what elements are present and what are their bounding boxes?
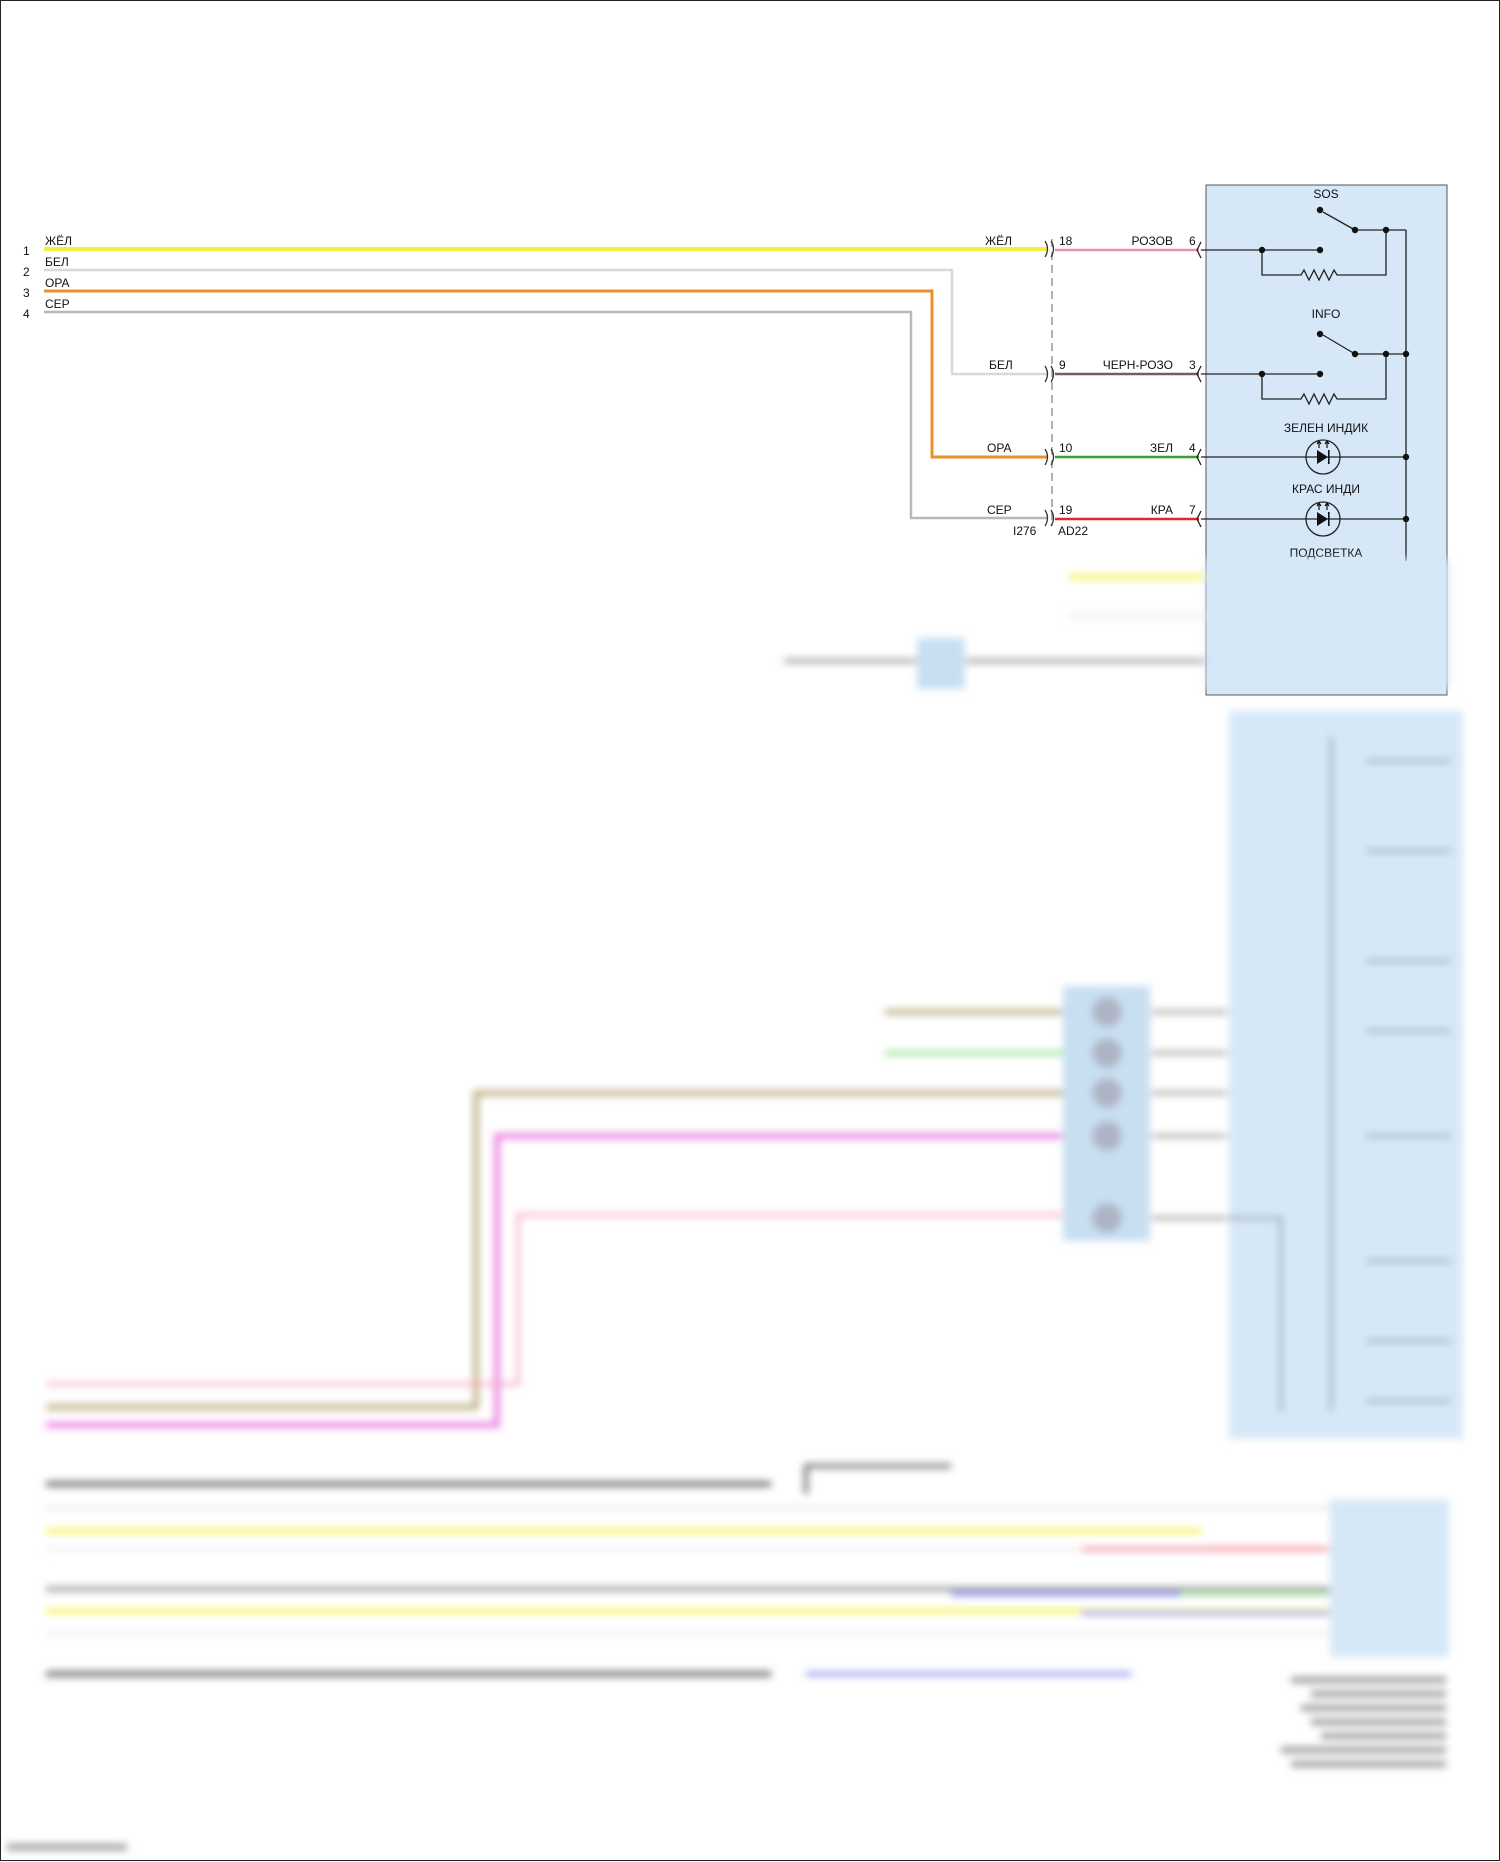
green-led-label: ЗЕЛЕН ИНДИК: [1284, 421, 1368, 435]
connector-wire-label: БЕЛ: [989, 358, 1013, 372]
module-dots: [1258, 206, 1410, 526]
module-wire-label: КРА: [1151, 503, 1173, 517]
connector-id-right: AD22: [1058, 524, 1088, 538]
module-pin: 6: [1189, 234, 1196, 248]
left-pin-list: 1 2 3 4 ЖЁЛ БЕЛ ОРА СЕР: [23, 234, 72, 321]
red-led-label: КРАС ИНДИ: [1292, 482, 1360, 496]
red-led-icon: [1317, 512, 1328, 526]
connector-wire-label: СЕР: [987, 503, 1012, 517]
wire-orange: [44, 289, 1047, 459]
module-pin: 3: [1189, 358, 1196, 372]
connector-wire-label: ЖЁЛ: [985, 234, 1012, 248]
wire-color-label: БЕЛ: [45, 255, 69, 269]
connector-id-left: I276: [1013, 524, 1037, 538]
connector-symbols: [1044, 240, 1055, 527]
wire-white: [44, 268, 1047, 376]
pin-number: 1: [23, 244, 30, 258]
wire-gray: [44, 310, 1047, 520]
green-led-icon: [1317, 450, 1328, 464]
module-pin: 7: [1189, 503, 1196, 517]
backlight-label: ПОДСВЕТКА: [1290, 546, 1363, 560]
pin-number: 2: [23, 265, 30, 279]
wire-color-label: СЕР: [45, 297, 70, 311]
blurred-diagram-section: [7, 559, 1463, 1850]
connector-pin: 9: [1059, 358, 1066, 372]
wire-color-label: ЖЁЛ: [45, 234, 72, 248]
module-pin: 4: [1189, 441, 1196, 455]
led-arrows: [1316, 439, 1330, 510]
wire-color-label: ОРА: [45, 276, 70, 290]
module-wire-label: ЧЕРН-РОЗО: [1103, 358, 1173, 372]
sos-switch-label: SOS: [1313, 187, 1338, 201]
connector-wire-label: ОРА: [987, 441, 1012, 455]
module-wire-label: ЗЕЛ: [1150, 441, 1173, 455]
connector-pin: 18: [1059, 234, 1073, 248]
info-switch-label: INFO: [1312, 307, 1341, 321]
pin-number: 4: [23, 307, 30, 321]
pin-number: 3: [23, 286, 30, 300]
module-wire-label: РОЗОВ: [1131, 234, 1173, 248]
connector-pin: 10: [1059, 441, 1073, 455]
connector-pin: 19: [1059, 503, 1073, 517]
